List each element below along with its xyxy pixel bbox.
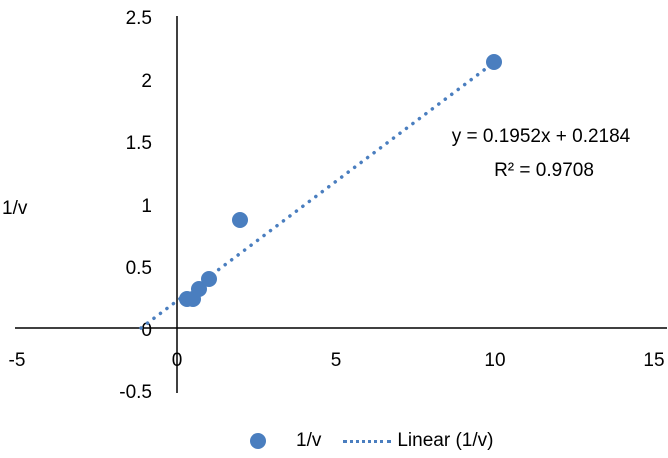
y-tick-label: 1.5: [126, 133, 152, 154]
legend-series-label: 1/v: [296, 430, 322, 451]
x-tick-label: -5: [9, 350, 26, 371]
y-tick-label: 0.5: [126, 258, 152, 279]
data-points: [179, 54, 502, 307]
y-tick-label: 0: [141, 320, 152, 341]
data-point[interactable]: [191, 281, 207, 297]
y-axis-title: 1/v: [2, 198, 28, 219]
y-tick-label: 2: [141, 71, 152, 92]
x-tick-label: 15: [643, 350, 664, 371]
data-point[interactable]: [232, 212, 248, 228]
data-point[interactable]: [201, 271, 217, 287]
data-point[interactable]: [486, 54, 502, 70]
legend: 1/v Linear (1/v): [250, 426, 493, 456]
r-squared-label: R² = 0.9708: [494, 160, 594, 181]
y-tick-label: 1: [141, 196, 152, 217]
x-tick-label: 0: [172, 350, 183, 371]
legend-dotted-line-icon: [343, 439, 392, 443]
y-tick-label: 2.5: [126, 8, 152, 29]
y-tick-label: -0.5: [119, 382, 152, 403]
legend-trend-label: Linear (1/v): [397, 430, 494, 451]
x-tick-label: 10: [484, 350, 505, 371]
legend-marker-icon: [250, 433, 266, 449]
x-tick-label: 5: [331, 350, 342, 371]
trendline-equation: y = 0.1952x + 0.2184: [452, 126, 631, 147]
